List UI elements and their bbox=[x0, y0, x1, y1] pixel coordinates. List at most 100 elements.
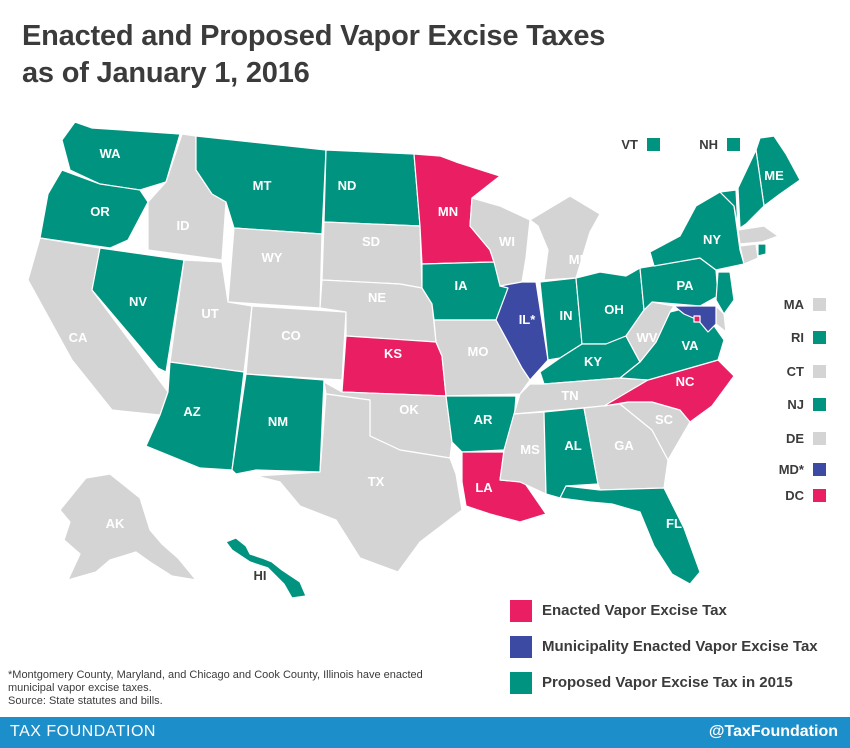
label-wa: WA bbox=[100, 146, 122, 161]
source-line: Source: State statutes and bills. bbox=[8, 695, 163, 707]
state-ks[interactable] bbox=[341, 335, 447, 397]
label-mt: MT bbox=[253, 178, 272, 193]
label-nc: NC bbox=[676, 374, 695, 389]
small-state-nh-swatch bbox=[727, 138, 740, 151]
label-ky: KY bbox=[584, 354, 602, 369]
footer-bar: TAX FOUNDATION @TaxFoundation bbox=[0, 717, 850, 748]
label-ia: IA bbox=[455, 278, 469, 293]
state-ma[interactable] bbox=[737, 225, 779, 245]
legend-label-enacted: Enacted Vapor Excise Tax bbox=[542, 602, 727, 619]
label-ne: NE bbox=[368, 290, 386, 305]
small-state-nj[interactable]: NJ bbox=[760, 395, 826, 415]
small-state-ri-swatch bbox=[813, 331, 826, 344]
footnote-line-1: *Montgomery County, Maryland, and Chicag… bbox=[8, 669, 423, 681]
label-in: IN bbox=[560, 308, 573, 323]
label-ms: MS bbox=[520, 442, 540, 457]
state-co[interactable] bbox=[245, 305, 347, 381]
state-sd[interactable] bbox=[321, 221, 423, 289]
small-state-de-label: DE bbox=[785, 431, 804, 446]
small-state-nh[interactable]: NH bbox=[680, 135, 740, 155]
label-nv: NV bbox=[129, 294, 147, 309]
label-ga: GA bbox=[614, 438, 634, 453]
state-vt[interactable] bbox=[719, 189, 739, 229]
label-va: VA bbox=[681, 338, 699, 353]
state-nv[interactable] bbox=[91, 247, 185, 373]
footer-handle[interactable]: @TaxFoundation bbox=[708, 723, 838, 740]
label-wv: WV bbox=[637, 330, 658, 345]
label-mi: MI bbox=[569, 252, 583, 267]
small-state-dc-swatch bbox=[813, 489, 826, 502]
map-title: Enacted and Proposed Vapor Excise Taxes … bbox=[22, 18, 662, 92]
small-state-md[interactable]: MD* bbox=[760, 460, 826, 480]
label-or: OR bbox=[90, 204, 110, 219]
small-state-de[interactable]: DE bbox=[760, 429, 826, 449]
small-state-dc[interactable]: DC bbox=[760, 486, 826, 506]
title-line-2: as of January 1, 2016 bbox=[22, 57, 310, 89]
small-state-vt-swatch bbox=[647, 138, 660, 151]
label-ak: AK bbox=[106, 516, 125, 531]
state-tx[interactable] bbox=[255, 393, 463, 573]
label-tx: TX bbox=[368, 474, 385, 489]
small-state-ct[interactable]: CT bbox=[760, 362, 826, 382]
label-ny: NY bbox=[703, 232, 721, 247]
state-nh[interactable] bbox=[737, 149, 765, 229]
small-state-de-swatch bbox=[813, 432, 826, 445]
state-nj[interactable] bbox=[715, 271, 735, 315]
small-state-md-label: MD* bbox=[778, 462, 804, 477]
label-wy: WY bbox=[262, 250, 283, 265]
state-ak[interactable] bbox=[59, 473, 197, 581]
small-state-nj-label: NJ bbox=[787, 397, 804, 412]
label-sc: SC bbox=[655, 412, 674, 427]
small-state-vt[interactable]: VT bbox=[600, 135, 660, 155]
state-labels: WA OR CA NV ID MT WY UT CO AZ NM ND SD N… bbox=[69, 146, 784, 583]
legend-label-municipality: Municipality Enacted Vapor Excise Tax bbox=[542, 638, 818, 655]
legend-label-proposed: Proposed Vapor Excise Tax in 2015 bbox=[542, 674, 793, 691]
small-state-ma-label: MA bbox=[783, 297, 804, 312]
label-wi: WI bbox=[499, 234, 515, 249]
label-pa: PA bbox=[676, 278, 694, 293]
small-state-ma-swatch bbox=[813, 298, 826, 311]
label-me: ME bbox=[764, 168, 784, 183]
small-state-ri[interactable]: RI bbox=[760, 328, 826, 348]
legend-swatch-enacted bbox=[510, 600, 532, 622]
state-il[interactable] bbox=[495, 281, 549, 381]
state-az[interactable] bbox=[145, 361, 245, 471]
state-hi[interactable] bbox=[225, 537, 307, 599]
small-state-vt-label: VT bbox=[621, 137, 638, 152]
label-az: AZ bbox=[183, 404, 200, 419]
state-md[interactable] bbox=[673, 305, 717, 333]
state-dc[interactable] bbox=[693, 315, 701, 323]
label-hi: HI bbox=[254, 568, 267, 583]
label-nd: ND bbox=[338, 178, 357, 193]
label-sd: SD bbox=[362, 234, 380, 249]
small-state-ma[interactable]: MA bbox=[760, 295, 826, 315]
label-tn: TN bbox=[561, 388, 578, 403]
small-state-ct-swatch bbox=[813, 365, 826, 378]
state-ct[interactable] bbox=[739, 243, 759, 265]
state-or[interactable] bbox=[39, 169, 149, 249]
label-id: ID bbox=[177, 218, 190, 233]
label-il: IL* bbox=[519, 312, 537, 327]
legend-swatch-municipality bbox=[510, 636, 532, 658]
state-nm[interactable] bbox=[231, 373, 325, 475]
small-state-dc-label: DC bbox=[785, 488, 804, 503]
footnote-line-2: municipal vapor excise taxes. bbox=[8, 682, 152, 694]
label-ca: CA bbox=[69, 330, 88, 345]
state-fl[interactable] bbox=[559, 485, 701, 585]
title-line-1: Enacted and Proposed Vapor Excise Taxes bbox=[22, 20, 606, 52]
state-ny[interactable] bbox=[649, 191, 745, 271]
label-oh: OH bbox=[604, 302, 624, 317]
legend-swatch-proposed bbox=[510, 672, 532, 694]
state-mi[interactable] bbox=[529, 195, 601, 281]
footer-brand[interactable]: TAX FOUNDATION bbox=[10, 723, 156, 740]
state-ri[interactable] bbox=[757, 243, 767, 257]
label-fl: FL bbox=[666, 516, 682, 531]
label-ar: AR bbox=[474, 412, 493, 427]
label-ok: OK bbox=[399, 402, 419, 417]
small-state-md-swatch bbox=[813, 463, 826, 476]
small-state-nj-swatch bbox=[813, 398, 826, 411]
us-map: WA OR CA NV ID MT WY UT CO AZ NM ND SD N… bbox=[27, 121, 801, 599]
state-wy[interactable] bbox=[227, 227, 323, 309]
small-state-ri-label: RI bbox=[791, 330, 804, 345]
label-mn: MN bbox=[438, 204, 458, 219]
